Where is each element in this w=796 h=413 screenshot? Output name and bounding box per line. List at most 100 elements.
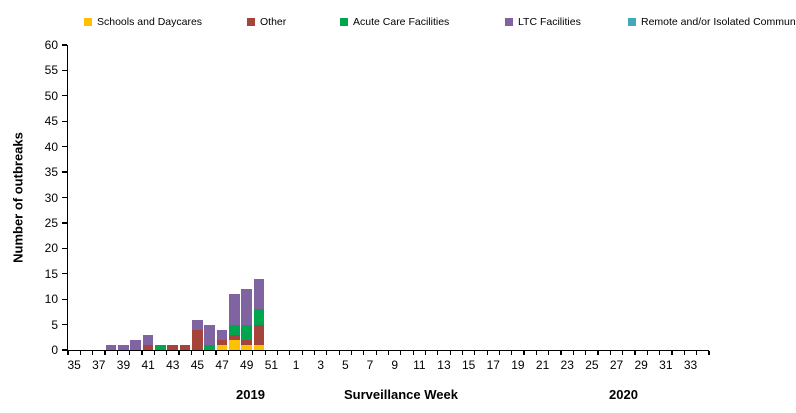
legend-label: Schools and Daycares xyxy=(97,16,203,28)
x-tick xyxy=(498,351,501,355)
legend-swatch-icon xyxy=(340,18,348,26)
bar-segment xyxy=(229,334,240,340)
bar-segment xyxy=(192,319,203,330)
bar-segment xyxy=(204,324,216,345)
x-tick xyxy=(572,351,574,355)
y-tick-label: 10 xyxy=(44,292,58,307)
x-tick xyxy=(227,351,229,355)
y-tick-label: 55 xyxy=(44,63,58,78)
x-tick xyxy=(474,351,476,355)
y-tick-label: 45 xyxy=(44,114,58,129)
year-label-2019: 2019 xyxy=(236,387,265,402)
bar-segment xyxy=(216,339,228,345)
y-tick-label: 30 xyxy=(44,190,58,205)
x-tick xyxy=(646,351,648,355)
y-tick-label: 50 xyxy=(44,88,58,103)
y-tick xyxy=(62,349,67,351)
x-tick xyxy=(153,351,155,355)
x-tick-label: 45 xyxy=(190,358,205,372)
y-tick-label: 5 xyxy=(51,317,58,332)
y-tick-label: 60 xyxy=(44,38,58,52)
legend-item: Acute Care Facilities xyxy=(340,13,449,31)
x-tick-label: 15 xyxy=(461,358,476,372)
x-tick xyxy=(276,351,279,355)
x-tick xyxy=(375,351,377,355)
x-tick xyxy=(264,351,266,355)
bar-segment xyxy=(253,309,265,325)
x-tick xyxy=(659,351,661,355)
legend-label: Acute Care Facilities xyxy=(353,16,450,28)
y-tick-label: 25 xyxy=(44,215,58,230)
x-tick-label: 49 xyxy=(240,358,254,372)
legend-label: LTC Facilities xyxy=(518,16,581,28)
bar-segment xyxy=(241,344,253,350)
x-tick xyxy=(67,351,69,355)
legend-swatch-icon xyxy=(247,18,255,26)
x-axis-title: Surveillance Week xyxy=(344,387,458,402)
x-tick xyxy=(412,351,414,355)
y-tick xyxy=(62,298,67,300)
x-tick-label: 3 xyxy=(317,358,325,372)
x-tick xyxy=(400,351,402,355)
y-tick xyxy=(62,95,67,97)
bar-segment xyxy=(229,294,240,325)
x-tick xyxy=(622,351,624,355)
y-tick xyxy=(62,222,67,224)
legend-swatch-icon xyxy=(84,18,92,26)
x-tick xyxy=(363,351,365,355)
legend-item: Other xyxy=(247,13,286,31)
year-label-2020: 2020 xyxy=(609,387,638,402)
x-tick xyxy=(178,351,180,355)
y-tick xyxy=(62,120,67,122)
x-tick-label: 29 xyxy=(634,358,648,372)
x-tick-label: 37 xyxy=(92,358,106,372)
bar-segment xyxy=(142,334,154,345)
x-tick xyxy=(585,351,587,355)
y-tick-label: 15 xyxy=(44,266,58,281)
y-tick xyxy=(62,69,67,71)
x-tick xyxy=(560,351,562,355)
x-tick-label: 47 xyxy=(215,358,229,372)
x-tick xyxy=(129,351,131,355)
x-tick xyxy=(424,351,427,355)
x-tick xyxy=(190,351,192,355)
x-tick xyxy=(597,351,599,355)
x-tick-label: 11 xyxy=(413,358,426,372)
x-tick xyxy=(202,351,205,355)
x-tick-label: 35 xyxy=(67,358,81,372)
x-tick-label: 5 xyxy=(342,358,349,372)
bar-segment xyxy=(105,344,117,350)
legend-item: Remote and/or Isolated Communities xyxy=(628,13,796,31)
x-tick xyxy=(239,351,242,355)
legend-label: Other xyxy=(260,16,287,28)
bar-segment xyxy=(253,278,265,310)
x-tick xyxy=(338,351,340,355)
x-tick xyxy=(548,351,550,355)
legend-swatch-icon xyxy=(505,18,513,26)
bar-segment xyxy=(216,329,228,340)
x-tick xyxy=(313,351,316,355)
x-tick-label: 19 xyxy=(511,358,525,372)
bar-segment xyxy=(192,329,203,350)
y-tick xyxy=(62,44,67,46)
x-tick-label: 25 xyxy=(585,358,599,372)
y-tick-label: 0 xyxy=(51,343,58,357)
x-tick xyxy=(252,351,254,355)
bar-segment xyxy=(241,289,253,325)
x-tick xyxy=(609,351,611,355)
bar-segment xyxy=(204,344,216,350)
x-tick xyxy=(215,351,217,355)
y-tick-label: 40 xyxy=(44,139,58,154)
y-tick xyxy=(62,273,67,275)
x-tick xyxy=(301,351,303,355)
legend-item: LTC Facilities xyxy=(505,13,581,31)
x-tick xyxy=(634,351,636,355)
y-tick xyxy=(62,247,67,249)
bar-segment xyxy=(179,344,191,350)
bar-segment xyxy=(155,344,166,350)
legend-swatch-icon xyxy=(628,18,636,26)
y-tick xyxy=(62,171,67,173)
bar-segment xyxy=(241,324,253,340)
x-tick-label: 17 xyxy=(486,358,500,372)
